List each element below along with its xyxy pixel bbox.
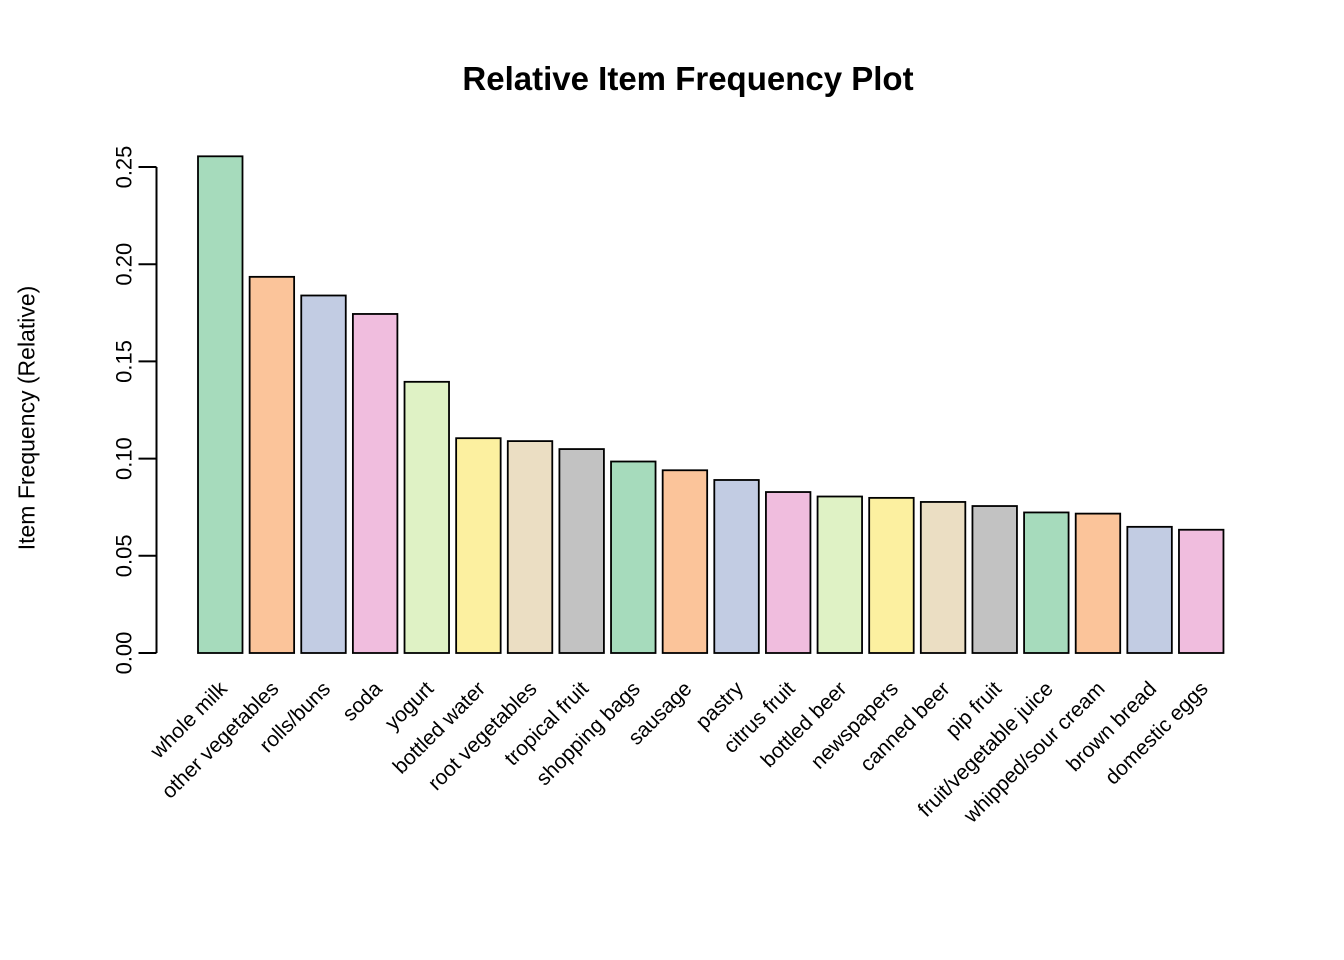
bar-citrus-fruit bbox=[765, 491, 812, 654]
y-axis-tick-label: 0.05 bbox=[112, 534, 137, 577]
bar-newspapers bbox=[868, 496, 915, 654]
y-axis-tick-label: 0.00 bbox=[112, 632, 137, 675]
bar-domestic-eggs bbox=[1178, 528, 1225, 654]
bar-whole-milk bbox=[197, 155, 244, 654]
bar-shopping-bags bbox=[610, 460, 657, 654]
bar-root-vegetables bbox=[506, 440, 554, 654]
bar-pip-fruit bbox=[971, 505, 1018, 654]
bar-fruit-vegetable-juice bbox=[1023, 511, 1070, 654]
chart-title: Relative Item Frequency Plot bbox=[462, 60, 914, 97]
bar-whipped-sour-cream bbox=[1074, 512, 1122, 654]
bar-pastry bbox=[713, 479, 760, 654]
bar-bottled-water bbox=[455, 437, 502, 654]
bar-soda bbox=[351, 313, 399, 654]
bar-rolls-buns bbox=[300, 294, 347, 654]
y-axis-tick-label: 0.25 bbox=[112, 146, 137, 189]
bar-other-vegetables bbox=[248, 275, 296, 654]
bar-yogurt bbox=[403, 380, 450, 654]
bar-canned-beer bbox=[919, 501, 967, 654]
y-axis-tick-label: 0.15 bbox=[112, 340, 137, 383]
bar-brown-bread bbox=[1126, 525, 1173, 654]
bar-sausage bbox=[661, 469, 709, 654]
y-axis-tick-label: 0.20 bbox=[112, 243, 137, 286]
y-axis-tick-label: 0.10 bbox=[112, 437, 137, 480]
bar-tropical-fruit bbox=[558, 448, 605, 654]
bar-bottled-beer bbox=[816, 495, 863, 654]
